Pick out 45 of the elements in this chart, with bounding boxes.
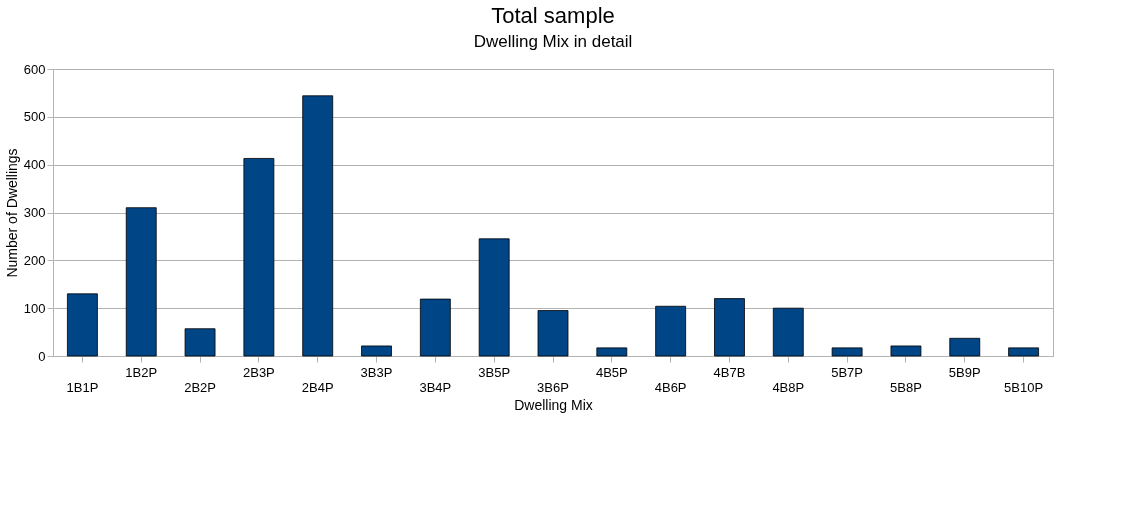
bar [67,293,98,357]
bar [655,305,687,357]
x-tick-label: 4B8P [772,379,805,395]
bar [714,298,745,357]
bar [596,347,628,357]
x-tick-label: 2B4P [301,379,334,395]
bar [949,337,981,357]
x-tick-label: 3B4P [419,379,452,395]
bar [890,345,922,357]
chart-title: Total sample [491,3,615,28]
bar [537,310,569,357]
chart-subtitle: Dwelling Mix in detail [473,32,633,51]
bar [772,307,804,357]
x-axis-title: Dwelling Mix [514,396,593,413]
bar [184,328,216,357]
x-tick-label: 3B6P [537,379,569,395]
x-tick-label: 2B2P [184,379,216,395]
y-tick-label: 400 [23,157,46,173]
x-tick-label: 4B6P [654,379,687,395]
bar [243,158,275,357]
bar [831,347,863,357]
bar [361,345,392,357]
bar [478,238,510,357]
y-tick-label: 500 [23,109,46,125]
y-tick-label: 300 [23,205,46,220]
x-tick-label: 5B7P [831,364,864,380]
bar [125,207,157,357]
bar [302,95,334,357]
x-tick-label: 1B2P [125,364,158,380]
bar [419,298,451,357]
y-axis-title: Number of Dwellings [3,148,20,278]
x-tick-label: 5B10P [1004,379,1044,395]
x-tick-label: 3B3P [360,364,393,380]
y-tick-label: 0 [38,348,46,364]
x-tick-label: 5B9P [948,364,981,380]
x-tick-label: 2B3P [242,364,275,380]
x-tick-label: 4B7B [713,364,746,380]
x-tick-label: 1B1P [66,379,99,395]
y-tick-label: 200 [23,252,46,268]
bar [1008,347,1039,357]
x-tick-label: 4B5P [595,364,628,380]
x-tick-label: 3B5P [478,364,511,380]
x-tick-label: 5B8P [890,379,922,395]
y-tick-label: 100 [23,300,46,316]
y-tick-label: 600 [23,61,46,77]
